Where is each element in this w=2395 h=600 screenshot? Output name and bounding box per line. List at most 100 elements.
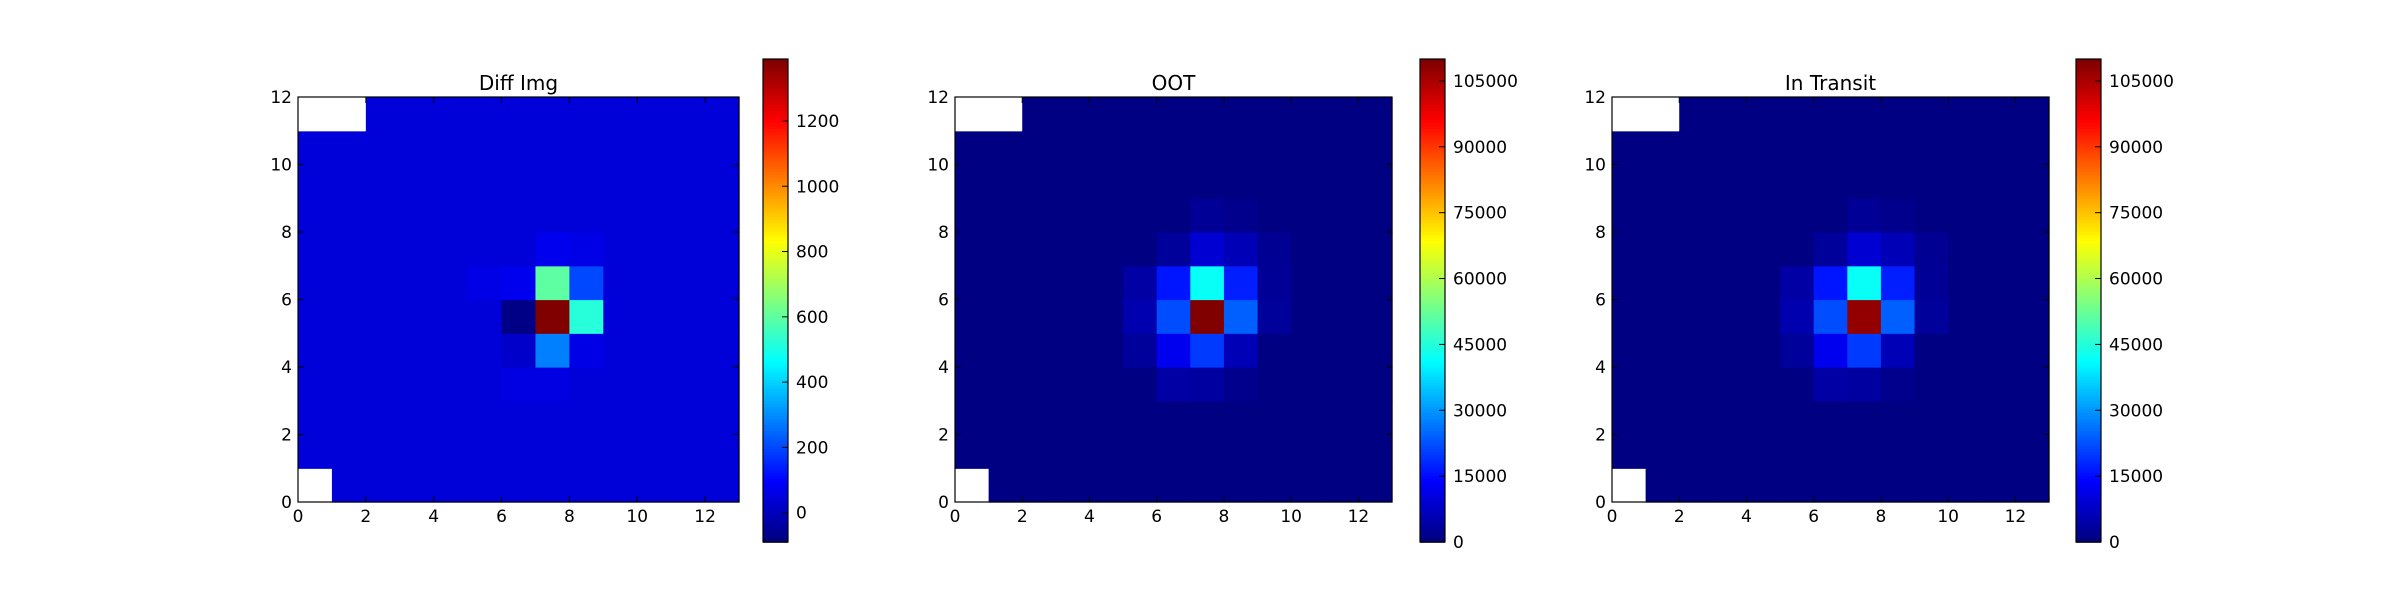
- heatmap-cell: [1291, 97, 1326, 132]
- heatmap-cell: [1948, 333, 1983, 368]
- heatmap-cell: [365, 299, 401, 334]
- colorbar-segment: [763, 318, 788, 323]
- y-tick-label: 12: [270, 88, 292, 108]
- colorbar-segment: [1420, 397, 1445, 401]
- heatmap-cell: [1055, 232, 1091, 267]
- heatmap-cell: [365, 265, 401, 301]
- colorbar-segment: [1420, 258, 1445, 263]
- heatmap-cell: [331, 400, 367, 436]
- heatmap-cell: [467, 97, 503, 132]
- colorbar-segment: [763, 466, 788, 471]
- colorbar-tick-label: 800: [796, 243, 828, 263]
- heatmap-cell: [298, 164, 333, 199]
- heatmap-cell: [705, 265, 740, 301]
- colorbar-segment: [763, 484, 788, 489]
- colorbar-segment: [1420, 475, 1445, 480]
- colorbar-segment: [2076, 89, 2101, 94]
- heatmap-cell: [1291, 130, 1326, 166]
- colorbar-segment: [2076, 137, 2101, 142]
- colorbar-segment: [1420, 448, 1445, 453]
- colorbar-segment: [1420, 490, 1445, 495]
- heatmap-cell: [1089, 299, 1124, 334]
- heatmap-cell: [1746, 232, 1781, 267]
- heatmap-cell: [1645, 299, 1680, 334]
- colorbar-segment: [763, 409, 788, 413]
- colorbar-segment: [2076, 297, 2101, 302]
- heatmap-cell: [1156, 232, 1191, 267]
- colorbar-segment: [1420, 288, 1445, 293]
- heatmap-cell: [298, 232, 333, 267]
- heatmap-cell: [1813, 232, 1848, 267]
- colorbar-segment: [2076, 427, 2101, 432]
- heatmap-cell: [671, 434, 706, 469]
- heatmap-cell: [1914, 468, 1949, 503]
- y-tick-label: 0: [1595, 493, 1606, 513]
- heatmap-cell: [1156, 265, 1191, 301]
- colorbar-segment: [763, 134, 788, 139]
- colorbar-segment: [763, 330, 788, 335]
- heatmap-cell: [1813, 164, 1848, 199]
- colorbar-segment: [2076, 203, 2101, 208]
- colorbar-segment: [2076, 457, 2101, 462]
- heatmap-cell: [1746, 468, 1781, 503]
- heatmap-cell: [1981, 367, 2016, 402]
- colorbar-segment: [763, 191, 788, 196]
- heatmap-cell: [1156, 299, 1191, 334]
- x-tick-label: 2: [1674, 507, 1685, 527]
- colorbar-segment: [1420, 430, 1445, 435]
- colorbar-segment: [1420, 484, 1445, 489]
- heatmap-cell: [1022, 299, 1057, 334]
- colorbar-segment: [1420, 424, 1445, 429]
- colorbar-tick-label: 60000: [1453, 270, 1507, 290]
- heatmap-cell: [671, 265, 706, 301]
- colorbar-segment: [2076, 490, 2101, 495]
- colorbar-segment: [763, 342, 788, 347]
- heatmap-cell: [433, 367, 469, 402]
- heatmap-cell: [1055, 299, 1091, 334]
- colorbar-segment: [2076, 282, 2101, 287]
- heatmap-cell: [955, 130, 990, 166]
- heatmap-cell: [1679, 232, 1714, 267]
- heatmap-cell: [1914, 299, 1949, 334]
- colorbar-segment: [2076, 200, 2101, 205]
- y-tick-label: 4: [281, 358, 292, 378]
- heatmap-cell: [637, 265, 672, 301]
- heatmap-cell: [433, 434, 469, 469]
- heatmap-cell: [1948, 97, 1983, 132]
- heatmap-cell: [467, 434, 503, 469]
- colorbar-tick-label: 60000: [2109, 270, 2163, 290]
- colorbar-segment: [2076, 104, 2101, 109]
- colorbar-segment: [1420, 388, 1445, 392]
- heatmap-cell: [1780, 367, 1815, 402]
- heatmap-cell: [2015, 434, 2050, 469]
- colorbar-segment: [1420, 427, 1445, 432]
- colorbar-segment: [763, 475, 788, 480]
- heatmap-cell: [1257, 130, 1292, 166]
- colorbar-segment: [1420, 176, 1445, 181]
- colorbar-segment: [2076, 131, 2101, 136]
- heatmap-cell: [637, 299, 672, 334]
- y-tick-label: 8: [281, 223, 292, 243]
- colorbar-segment: [763, 176, 788, 181]
- heatmap-cell: [637, 400, 672, 436]
- heatmap-cell: [1223, 97, 1259, 132]
- heatmap-cell: [1948, 468, 1983, 503]
- x-tick-label: 12: [2005, 507, 2027, 527]
- colorbar-segment: [763, 505, 788, 510]
- heatmap-cell: [1291, 333, 1326, 368]
- colorbar-segment: [1420, 222, 1445, 226]
- colorbar-segment: [763, 300, 788, 305]
- colorbar-segment: [2076, 421, 2101, 426]
- heatmap-cell: [433, 164, 469, 199]
- colorbar-segment: [2076, 351, 2101, 356]
- colorbar-segment: [2076, 222, 2101, 226]
- heatmap-cell: [1612, 299, 1647, 334]
- heatmap-cell: [1022, 232, 1057, 267]
- colorbar-segment: [2076, 119, 2101, 124]
- heatmap-cell: [671, 333, 706, 368]
- colorbar-segment: [1420, 445, 1445, 450]
- colorbar-segment: [763, 270, 788, 275]
- colorbar-segment: [2076, 336, 2101, 341]
- colorbar-frame: [762, 58, 789, 543]
- heatmap-cell: [1156, 97, 1191, 132]
